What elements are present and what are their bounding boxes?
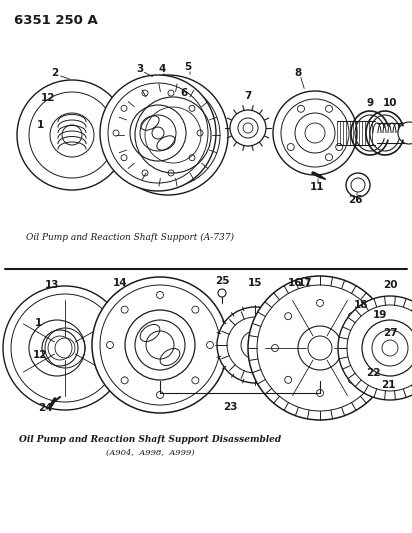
Circle shape [92, 277, 228, 413]
Text: 4: 4 [158, 64, 166, 74]
Text: 14: 14 [113, 278, 127, 288]
Circle shape [108, 75, 228, 195]
Circle shape [248, 276, 392, 420]
Circle shape [217, 307, 293, 383]
Text: 10: 10 [383, 98, 397, 108]
Circle shape [3, 286, 127, 410]
Text: 15: 15 [248, 278, 262, 288]
Circle shape [346, 173, 370, 197]
Text: 11: 11 [310, 182, 324, 192]
Text: 6351 250 A: 6351 250 A [14, 14, 98, 27]
Text: 12: 12 [41, 93, 55, 103]
Text: 9: 9 [366, 98, 374, 108]
Text: 18: 18 [354, 300, 368, 310]
Text: Oil Pump and Reaction Shaft Support Disassembled: Oil Pump and Reaction Shaft Support Disa… [19, 434, 281, 443]
Text: 17: 17 [298, 278, 312, 288]
Text: 23: 23 [223, 402, 237, 412]
Text: 6: 6 [180, 88, 187, 98]
Text: 3: 3 [136, 64, 144, 74]
Text: 24: 24 [37, 403, 52, 413]
Circle shape [273, 91, 357, 175]
Circle shape [100, 75, 216, 191]
Text: 21: 21 [381, 380, 395, 390]
Circle shape [17, 80, 127, 190]
Text: 19: 19 [373, 310, 387, 320]
Text: 25: 25 [215, 276, 229, 286]
Circle shape [338, 296, 412, 400]
Circle shape [275, 327, 311, 363]
Text: 16: 16 [288, 278, 302, 288]
Text: 2: 2 [52, 68, 59, 78]
Text: 22: 22 [366, 368, 380, 378]
Circle shape [398, 122, 412, 144]
Text: (A904,  A998,  A999): (A904, A998, A999) [106, 449, 194, 457]
Text: 7: 7 [244, 91, 252, 101]
Text: 12: 12 [33, 350, 47, 360]
Text: 5: 5 [185, 62, 192, 72]
Text: 1: 1 [34, 318, 42, 328]
Text: 1: 1 [36, 120, 44, 130]
Text: 8: 8 [295, 68, 302, 78]
Text: 26: 26 [348, 195, 362, 205]
Circle shape [230, 110, 266, 146]
Text: 20: 20 [383, 280, 397, 290]
Text: 27: 27 [383, 328, 397, 338]
Text: 13: 13 [45, 280, 59, 290]
Text: Oil Pump and Reaction Shaft Support (A-737): Oil Pump and Reaction Shaft Support (A-7… [26, 232, 234, 241]
